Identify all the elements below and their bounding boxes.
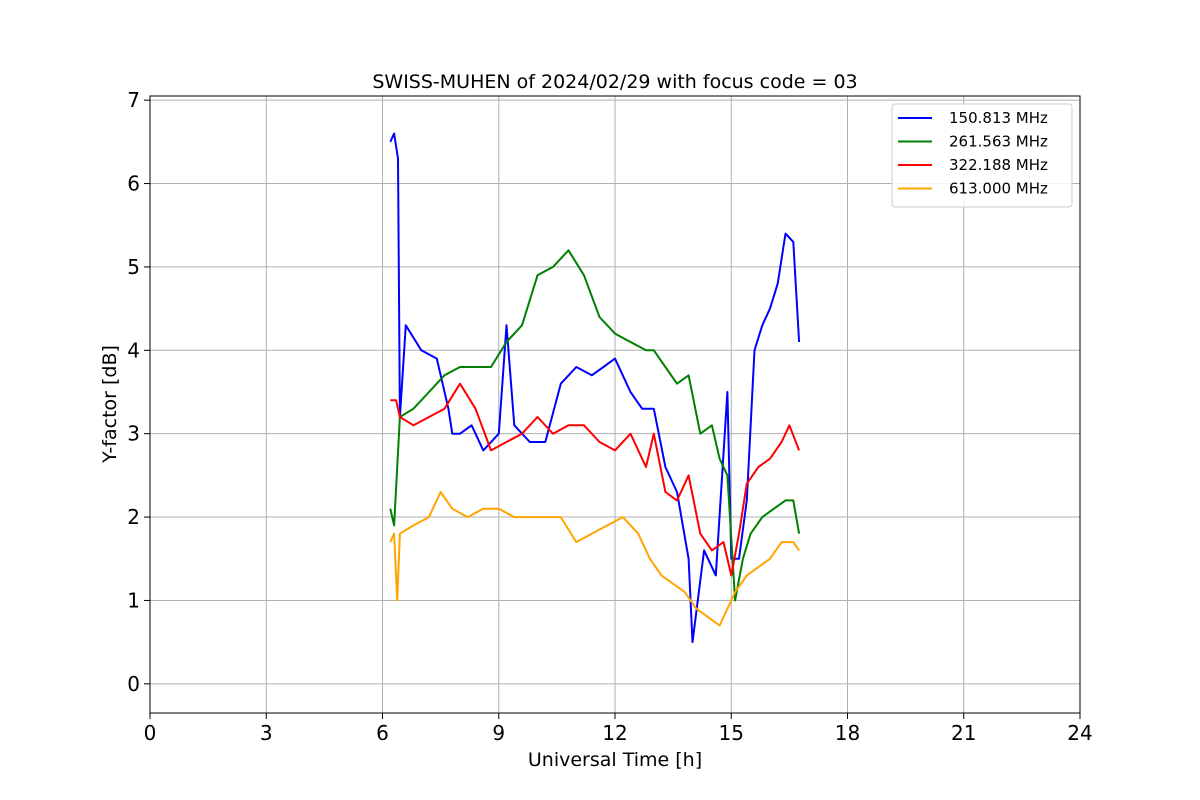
series-line-0 — [389, 132, 801, 644]
chart-title: SWISS-MUHEN of 2024/02/29 with focus cod… — [372, 71, 857, 93]
legend-label-3: 613.000 MHz — [949, 180, 1048, 198]
y-tick-label: 3 — [127, 422, 140, 446]
x-tick-label: 6 — [376, 721, 389, 745]
x-tick-label: 18 — [835, 721, 860, 745]
legend-label-0: 150.813 MHz — [949, 109, 1048, 127]
y-tick-label: 6 — [127, 172, 140, 196]
y-axis-label: Y-factor [dB] — [99, 345, 121, 464]
x-tick-label: 3 — [260, 721, 273, 745]
series-line-2 — [390, 382, 801, 577]
series-line-1 — [389, 249, 801, 602]
x-tick-label: 9 — [492, 721, 505, 745]
x-tick-label: 12 — [602, 721, 627, 745]
y-tick-label: 0 — [127, 672, 140, 696]
x-tick-label: 0 — [144, 721, 157, 745]
x-tick-label: 24 — [1067, 721, 1092, 745]
legend-label-1: 261.563 MHz — [949, 133, 1048, 151]
y-tick-label: 2 — [127, 505, 140, 529]
x-axis-label: Universal Time [h] — [528, 749, 702, 771]
y-tick-label: 1 — [127, 588, 140, 612]
legend-box — [891, 103, 1073, 208]
x-tick-label: 21 — [951, 721, 976, 745]
legend: 150.813 MHz 261.563 MHz 322.188 MHz 613.000… — [891, 103, 1073, 208]
legend-label-2: 322.188 MHz — [949, 156, 1048, 174]
y-tick-label: 7 — [127, 88, 140, 112]
series-lines — [389, 132, 801, 644]
y-tick-label: 4 — [127, 338, 140, 362]
series-line-3 — [389, 491, 800, 627]
y-tick-label: 5 — [127, 255, 140, 279]
x-tick-label: 15 — [719, 721, 744, 745]
